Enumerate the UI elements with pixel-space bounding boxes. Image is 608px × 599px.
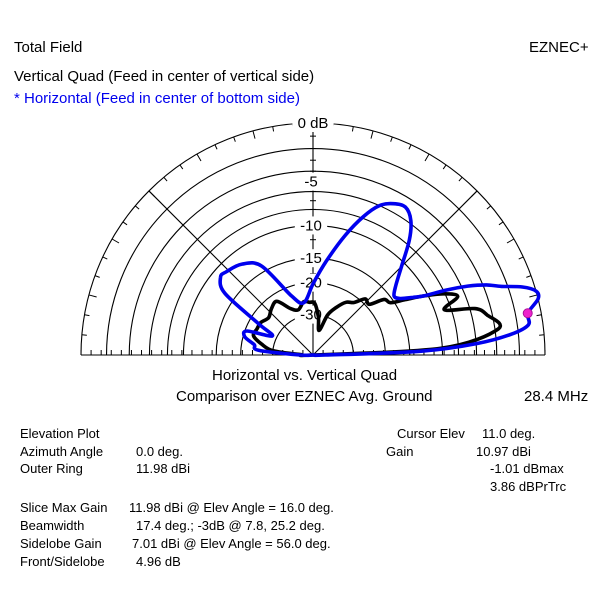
cursor-marker [522, 308, 533, 319]
outer-ring-label: Outer Ring [20, 461, 83, 476]
cursor-elev-label: Cursor Elev [397, 426, 465, 441]
grid-degree-tick [486, 205, 492, 210]
ring-label-bg [299, 172, 323, 191]
ring-label: -10 [300, 217, 322, 234]
front-sidelobe-label: Front/Sidelobe [20, 554, 105, 569]
grid-degree-tick [471, 190, 478, 197]
grid-degree-tick [498, 221, 504, 226]
grid-radial-line [148, 190, 314, 356]
sidelobe-gain-label: Sidelobe Gain [20, 536, 102, 551]
sidelobe-gain-value: 7.01 dBi @ Elev Angle = 56.0 deg. [132, 536, 331, 551]
grid-degree-tick [122, 221, 128, 226]
grid-degree-tick [408, 144, 412, 150]
ring-label: -5 [304, 174, 317, 191]
grid-degree-tick [233, 136, 236, 142]
plot-type-label: Elevation Plot [20, 426, 100, 441]
pattern-traces [218, 201, 541, 358]
frequency-label: 28.4 MHz [524, 388, 589, 405]
chart-field-title: Total Field [14, 39, 83, 56]
beamwidth-value: 17.4 deg.; -3dB @ 7.8, 25.2 deg. [136, 518, 325, 533]
grid-degree-tick [148, 190, 155, 197]
front-sidelobe-value: 4.96 dB [136, 554, 181, 569]
ring-label-bg [294, 216, 328, 235]
grid-radial-line [312, 190, 478, 356]
legend-horizontal-series: * Horizontal (Feed in center of bottom s… [14, 90, 300, 107]
cursor-gain-value: 10.97 dBi [476, 444, 531, 459]
grid-degree-tick [163, 176, 168, 182]
series-horizontal-quad [218, 201, 541, 358]
grid-degree-tick [84, 314, 90, 317]
outer-ring-value: 11.98 dBi [136, 461, 190, 476]
grid-degree-tick [458, 176, 463, 182]
ring-label: -15 [300, 250, 322, 267]
azimuth-angle-value: 0.0 deg. [136, 444, 183, 459]
ring-label-bg [294, 249, 328, 268]
grid-degree-tick [424, 153, 430, 162]
cursor-dbprtrc-value: 3.86 dBPrTrc [490, 479, 567, 494]
cursor-gain-label: Gain [386, 444, 414, 459]
grid-degree-tick [102, 256, 108, 260]
ring-label: 0 dB [298, 115, 329, 132]
grid-degree-tick [370, 130, 374, 139]
azimuth-angle-label: Azimuth Angle [20, 444, 104, 459]
ring-label-bg [294, 273, 328, 292]
grid-degree-tick [252, 130, 256, 139]
grid-degree-tick [351, 126, 354, 132]
grid-degree-tick [390, 136, 393, 142]
grid-degree-tick [529, 294, 538, 298]
grid-degree-tick [214, 144, 218, 150]
grid-degree-tick [111, 238, 120, 244]
chart-title-line2: Comparison over EZNEC Avg. Ground [176, 388, 433, 405]
grid-degree-tick [196, 153, 202, 162]
grid-degree-tick [94, 275, 100, 278]
slice-max-gain-label: Slice Max Gain [20, 500, 108, 515]
cursor-elev-value: 11.0 deg. [482, 426, 536, 441]
grid-degree-tick [88, 294, 97, 298]
app-brand: EZNEC+ [529, 39, 589, 56]
grid-degree-tick [518, 256, 524, 260]
ring-label-bg [292, 114, 334, 132]
legend-vertical-series: Vertical Quad (Feed in center of vertica… [14, 68, 315, 85]
cursor-dbmax-value: -1.01 dBmax [490, 461, 564, 476]
grid-degree-tick [134, 205, 140, 210]
grid-degree-tick [442, 164, 447, 170]
grid-degree-tick [272, 126, 275, 132]
grid-degree-tick [526, 275, 532, 278]
chart-title-line1: Horizontal vs. Vertical Quad [212, 367, 398, 384]
grid-degree-tick [536, 314, 542, 317]
grid-degree-tick [506, 238, 515, 244]
slice-max-gain-value: 11.98 dBi @ Elev Angle = 16.0 deg. [129, 500, 334, 515]
beamwidth-label: Beamwidth [20, 518, 85, 533]
grid-degree-tick [179, 164, 184, 170]
